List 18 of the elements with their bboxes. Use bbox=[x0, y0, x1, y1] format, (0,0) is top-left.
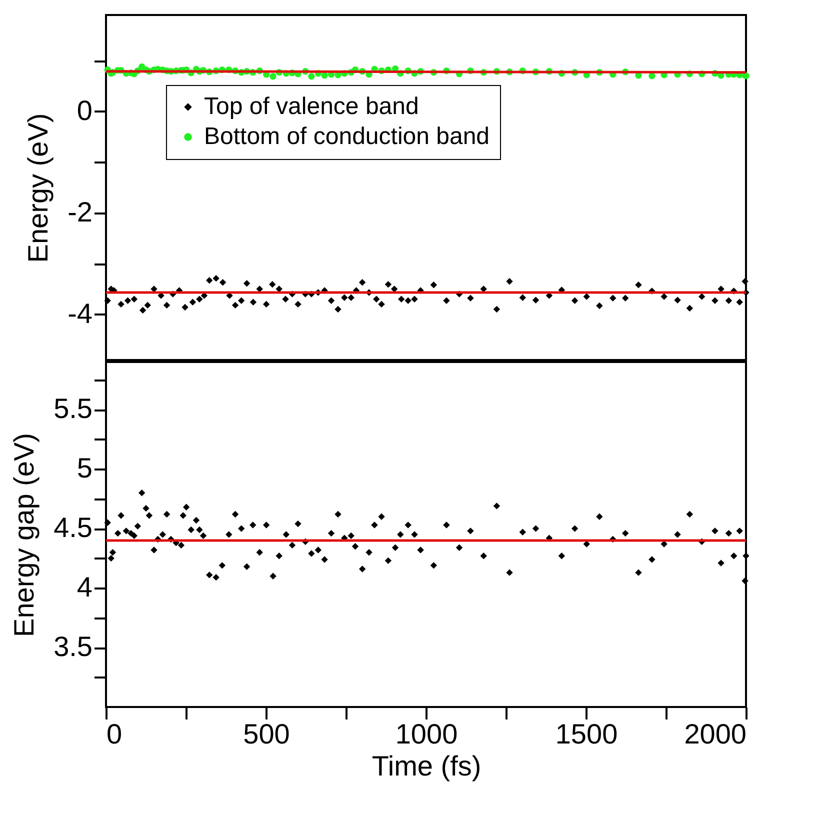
y-axis-title: Energy gap (eV) bbox=[8, 433, 40, 637]
y-tick-label: 0 bbox=[76, 94, 92, 126]
y-tick-label: 5 bbox=[76, 452, 92, 484]
x-tick-label: 0 bbox=[106, 718, 122, 750]
x-tick-label: 500 bbox=[243, 718, 290, 750]
y-tick-label: 3.5 bbox=[54, 631, 92, 662]
y-axis-title: Energy (eV) bbox=[22, 113, 54, 263]
legend-label: Bottom of conduction band bbox=[204, 123, 490, 150]
y-tick-label: 4 bbox=[76, 572, 92, 603]
legend-label: Top of valence band bbox=[204, 93, 419, 120]
x-tick-label: 2000 bbox=[684, 718, 746, 750]
y-tick-label: 4.5 bbox=[54, 512, 92, 544]
x-tick-label: 1000 bbox=[395, 718, 458, 750]
x-axis-title: Time (fs) bbox=[372, 750, 482, 782]
x-tick-label: 1500 bbox=[555, 718, 618, 750]
y-tick-label: -2 bbox=[68, 196, 92, 228]
y-tick-label: 5.5 bbox=[54, 393, 92, 424]
y-tick-label: -4 bbox=[68, 298, 92, 329]
